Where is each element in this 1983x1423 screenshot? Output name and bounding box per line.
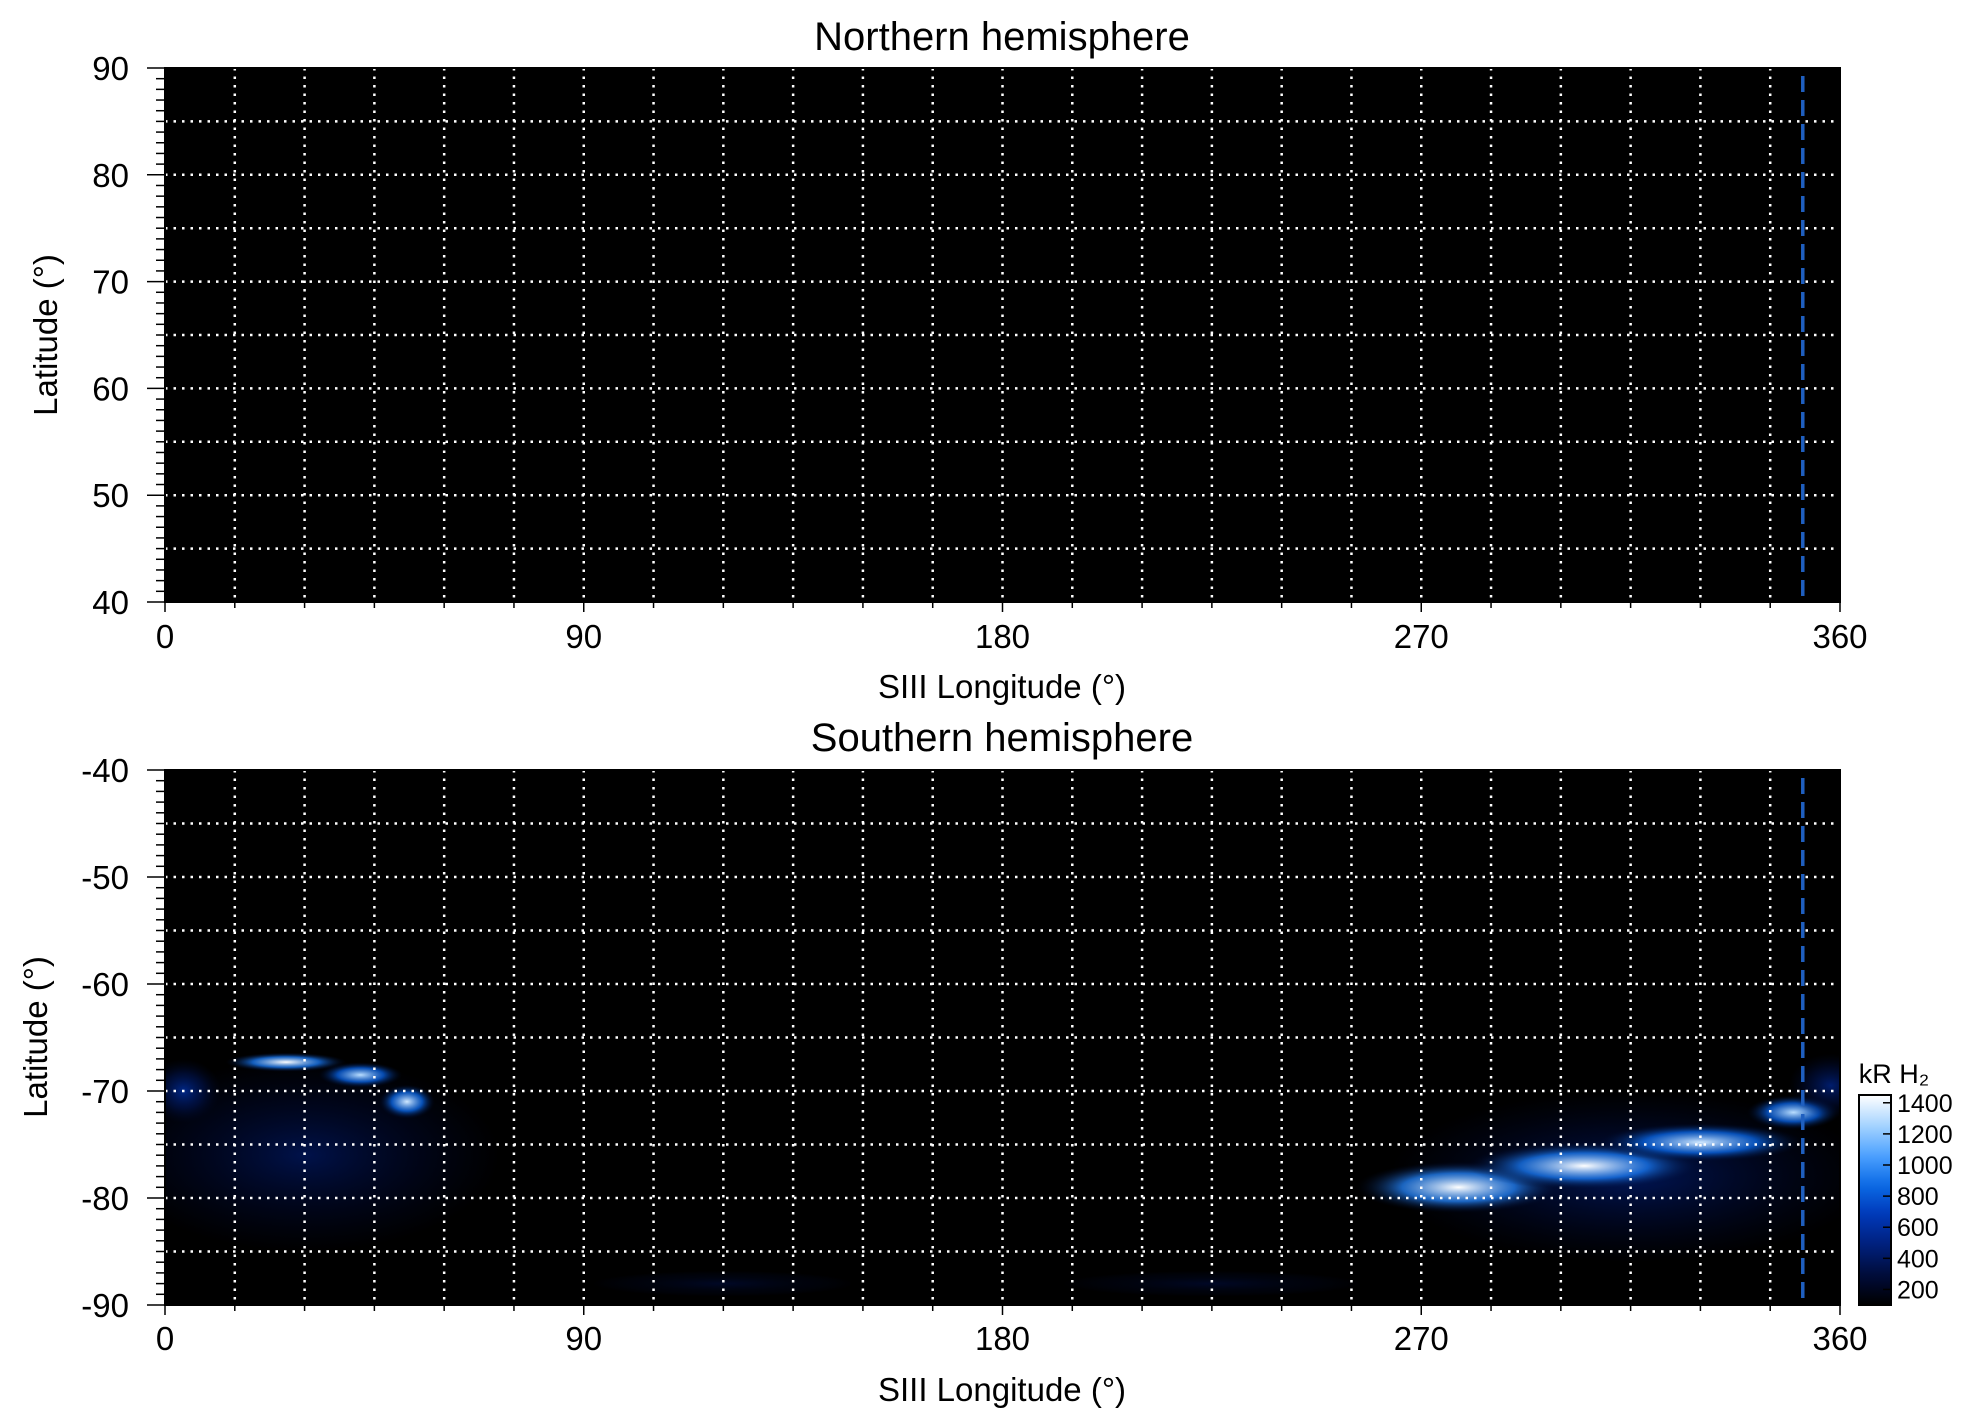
- y-tick-label: 70: [92, 264, 129, 301]
- colorbar-tick-label: 400: [1897, 1245, 1939, 1273]
- colorbar-tick-label: 1000: [1897, 1152, 1953, 1180]
- y-tick-label: -90: [81, 1287, 129, 1324]
- y-tick-label: 50: [92, 477, 129, 514]
- northern-x-axis-label: SIII Longitude (°): [878, 668, 1126, 705]
- emission-region: [225, 1052, 347, 1072]
- y-tick-label: -80: [81, 1180, 129, 1217]
- y-tick-label: -70: [81, 1073, 129, 1110]
- colorbar-label: kR H₂: [1859, 1059, 1929, 1089]
- emission-region: [379, 1084, 435, 1119]
- colorbar-tick-label: 200: [1897, 1276, 1939, 1304]
- southern-x-axis-label: SIII Longitude (°): [878, 1371, 1126, 1408]
- colorbar-ticks: 200 400 600 800 1000 1200 1400: [1883, 1090, 1953, 1304]
- colorbar-tick-label: 1200: [1897, 1121, 1953, 1149]
- x-tick-label: 90: [565, 1320, 602, 1357]
- x-tick-label: 360: [1812, 1320, 1867, 1357]
- x-tick-label: 90: [565, 618, 602, 655]
- northern-axes: 40 50 60 70 80 90 0 90 180 270 360: [92, 50, 1867, 655]
- y-tick-label: -50: [81, 859, 129, 896]
- colorbar: kR H₂ 200 400 600 800 1000 1200 1400: [1858, 1059, 1953, 1306]
- y-tick-label: -60: [81, 966, 129, 1003]
- northern-y-axis-label: Latitude (°): [27, 254, 64, 416]
- x-tick-label: 270: [1394, 1320, 1449, 1357]
- y-tick-label: 80: [92, 157, 129, 194]
- southern-y-axis-label: Latitude (°): [17, 956, 54, 1118]
- x-tick-label: 180: [975, 1320, 1030, 1357]
- colorbar-gradient: [1858, 1094, 1892, 1306]
- southern-grid: [165, 770, 1840, 1305]
- x-tick-label: 360: [1812, 618, 1867, 655]
- y-tick-label: 60: [92, 370, 129, 407]
- northern-grid: [165, 68, 1840, 602]
- x-tick-label: 270: [1394, 618, 1449, 655]
- x-tick-label: 0: [156, 618, 174, 655]
- y-tick-label: 40: [92, 584, 129, 621]
- colorbar-tick-label: 800: [1897, 1183, 1939, 1211]
- y-tick-label: -40: [81, 752, 129, 789]
- emission-region: [593, 1270, 854, 1297]
- southern-axes: -90 -80 -70 -60 -50 -40 0 90 180 270 360: [81, 752, 1867, 1357]
- southern-emission-layer: [165, 1052, 1840, 1297]
- colorbar-tick-label: 1400: [1897, 1090, 1953, 1118]
- x-tick-label: 180: [975, 618, 1030, 655]
- emission-region: [318, 1062, 403, 1088]
- x-tick-label: 0: [156, 1320, 174, 1357]
- northern-plot-background: [165, 68, 1840, 602]
- southern-title: Southern hemisphere: [811, 716, 1193, 760]
- northern-title: Northern hemisphere: [814, 15, 1190, 59]
- colorbar-tick-label: 600: [1897, 1214, 1939, 1242]
- northern-panel: Northern hemisphere 40 50 60 70 80 90 0 90 180 27…: [27, 15, 1868, 705]
- emission-region: [1062, 1270, 1361, 1297]
- emission-region: [1598, 1123, 1803, 1162]
- y-tick-label: 90: [92, 50, 129, 87]
- southern-panel: Southern hemisphere -90 -80 -70 -60 -50 -40 0 9…: [17, 716, 1868, 1408]
